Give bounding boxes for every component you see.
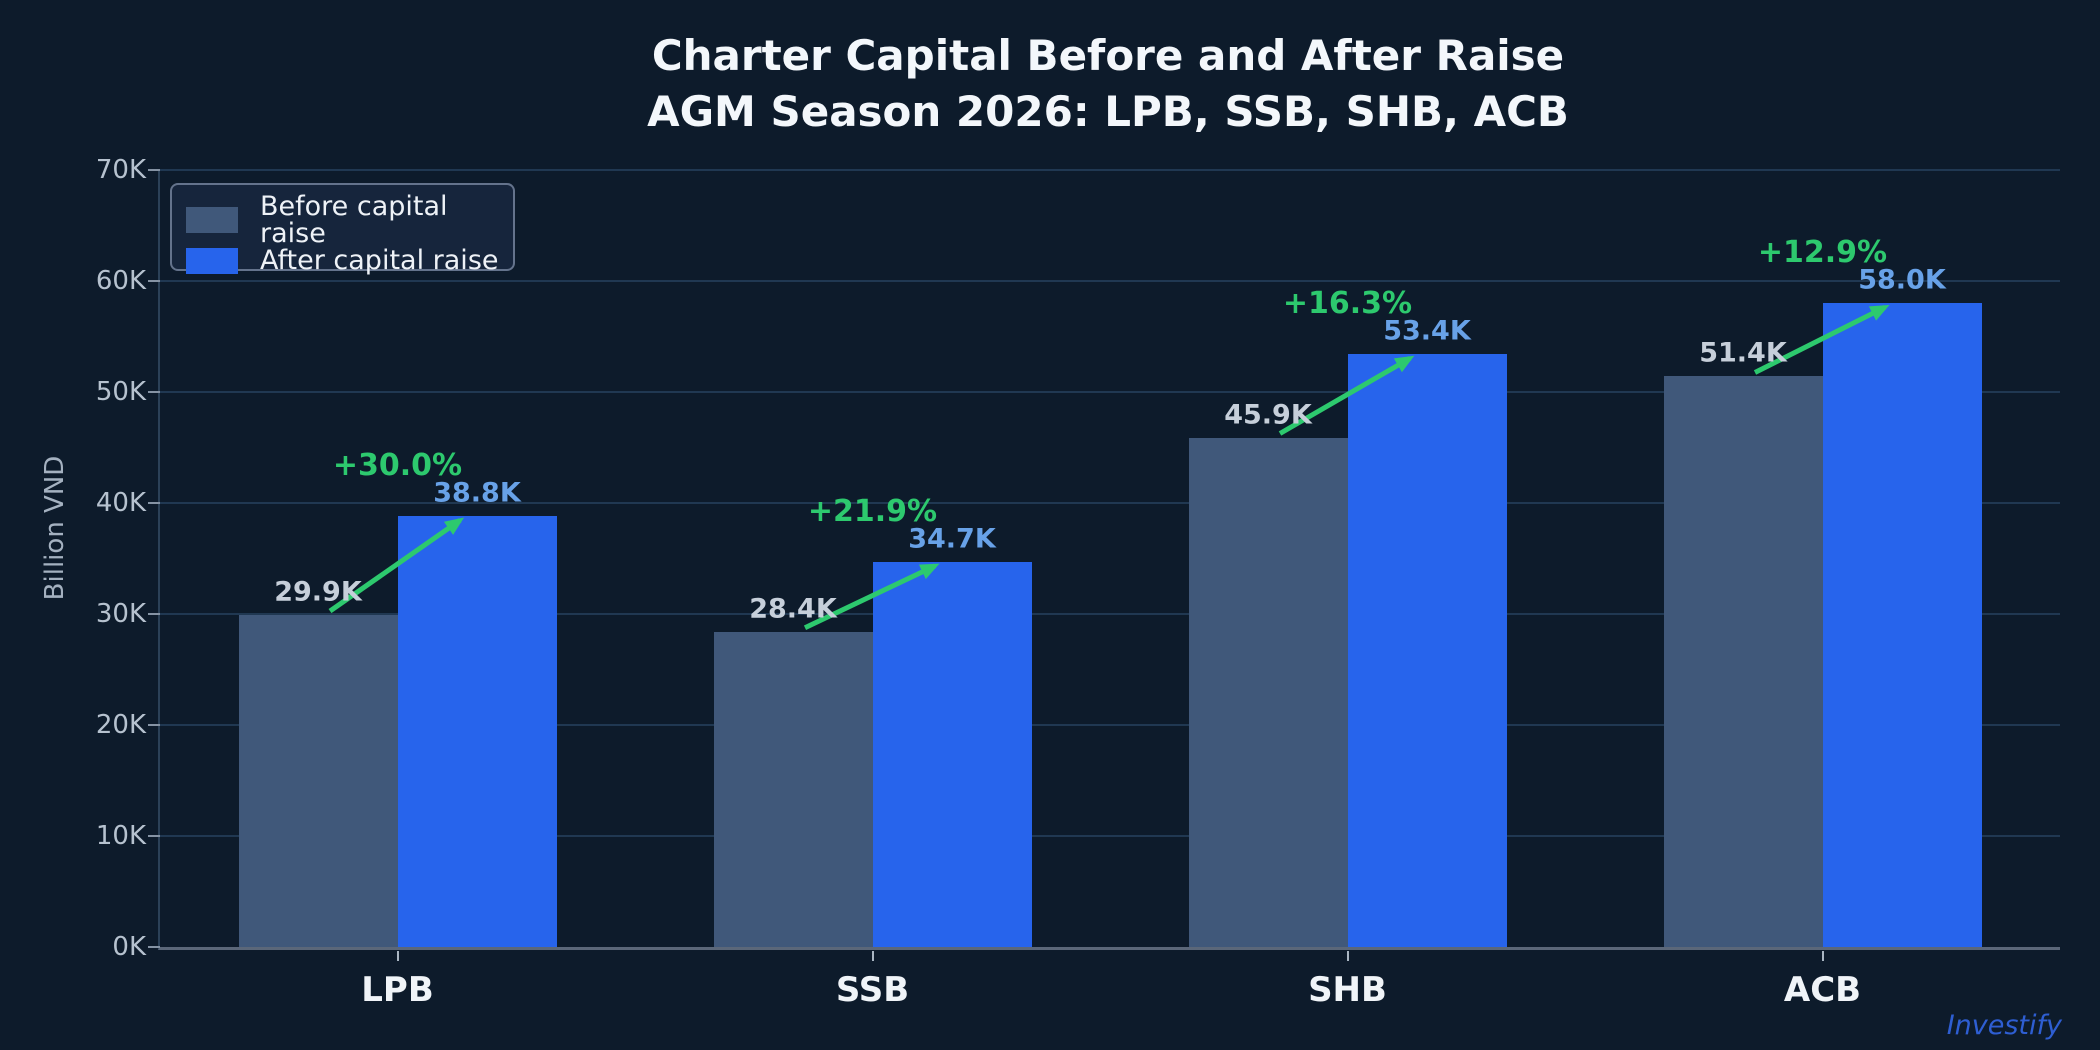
- gridline-30K: [160, 613, 2060, 615]
- bar-before-SSB: [713, 631, 873, 947]
- y-tick-mark: [148, 502, 160, 504]
- chart-title: Charter Capital Before and After Raise: [651, 31, 1565, 80]
- gridline-layer: [160, 169, 2060, 947]
- label-layer: 0K 10K 20K 30K 40K 50K 60K 70K LPB 29.9K 38.8K +30.…: [96, 157, 2060, 1007]
- value-label-after-LPB: 38.8K: [433, 477, 521, 509]
- bar-after-SSB: [872, 561, 1032, 947]
- y-tick-mark: [148, 946, 160, 948]
- y-tick-mark: [148, 613, 160, 615]
- gridline-10K: [160, 835, 2060, 837]
- bar-after-SHB: [1347, 354, 1507, 947]
- x-tick-mark: [871, 951, 874, 961]
- y-tick-label: 0K: [112, 932, 146, 962]
- legend-item-after: After capital raise: [186, 247, 499, 274]
- growth-arrow-SSB: [803, 563, 940, 631]
- pct-change-label-SHB: +16.3%: [1282, 286, 1413, 322]
- growth-arrow-ACB: [1753, 304, 1890, 375]
- x-category-label-SHB: SHB: [1308, 970, 1387, 1010]
- x-category-label-LPB: LPB: [361, 970, 434, 1010]
- y-tick-label: 60K: [95, 266, 146, 296]
- y-tick-label: 10K: [95, 821, 146, 851]
- y-tick-label: 70K: [95, 155, 146, 185]
- x-tick-mark: [1346, 951, 1349, 961]
- y-tick-mark: [148, 169, 160, 171]
- value-label-before-ACB: 51.4K: [1699, 338, 1787, 370]
- legend-swatch-before: [186, 207, 238, 233]
- legend-item-before: Before capital raise: [186, 193, 499, 247]
- y-tick-label: 30K: [95, 599, 146, 629]
- bar-before-ACB: [1663, 376, 1823, 947]
- value-label-after-ACB: 58.0K: [1858, 264, 1946, 296]
- bar-layer: [160, 170, 2060, 947]
- watermark-investify: Investify: [1946, 1010, 2062, 1041]
- chart-subtitle: AGM Season 2026: LPB, SSB, SHB, ACB: [647, 87, 1569, 136]
- y-tick-label: 40K: [95, 488, 146, 518]
- value-label-before-SSB: 28.4K: [749, 593, 837, 625]
- legend-label-before: Before capital raise: [260, 191, 448, 249]
- growth-arrow-SHB: [1278, 355, 1415, 436]
- x-category-label-ACB: ACB: [1783, 970, 1862, 1010]
- bar-after-LPB: [397, 516, 557, 947]
- legend: Before capital raise After capital raise: [170, 183, 515, 274]
- legend-swatch-after: [186, 247, 238, 274]
- arrow-layer: [328, 304, 1890, 631]
- gridline-60K: [160, 280, 2060, 282]
- value-label-after-SSB: 34.7K: [908, 523, 996, 555]
- legend-label-after: After capital raise: [260, 245, 499, 276]
- y-tick-label: 50K: [95, 377, 146, 407]
- bar-before-SHB: [1188, 437, 1348, 947]
- y-tick-mark: [148, 391, 160, 393]
- gridline-40K: [160, 502, 2060, 504]
- value-label-after-SHB: 53.4K: [1383, 315, 1471, 347]
- y-tick-label: 20K: [95, 710, 146, 740]
- pct-change-label-LPB: +30.0%: [332, 448, 463, 484]
- y-tick-mark: [148, 280, 160, 282]
- growth-arrow-LPB: [328, 517, 465, 614]
- y-tick-mark: [148, 724, 160, 726]
- value-label-before-LPB: 29.9K: [274, 576, 362, 608]
- x-tick-mark: [396, 951, 399, 961]
- value-label-before-SHB: 45.9K: [1224, 399, 1312, 431]
- plot-area: 0K 10K 20K 30K 40K 50K 60K 70K LPB 29.9K 38.8K +30.…: [96, 157, 2060, 1007]
- gridline-70K: [160, 169, 2060, 171]
- gridline-20K: [160, 724, 2060, 726]
- bar-before-LPB: [238, 615, 398, 947]
- bar-after-ACB: [1822, 303, 1982, 947]
- y-tick-mark: [148, 835, 160, 837]
- x-category-label-SSB: SSB: [835, 970, 910, 1010]
- x-tick-mark: [1821, 951, 1824, 961]
- gridline-50K: [160, 391, 2060, 393]
- pct-change-label-ACB: +12.9%: [1757, 235, 1888, 271]
- y-axis-title: Billion VND: [40, 455, 70, 601]
- pct-change-label-SSB: +21.9%: [807, 493, 938, 529]
